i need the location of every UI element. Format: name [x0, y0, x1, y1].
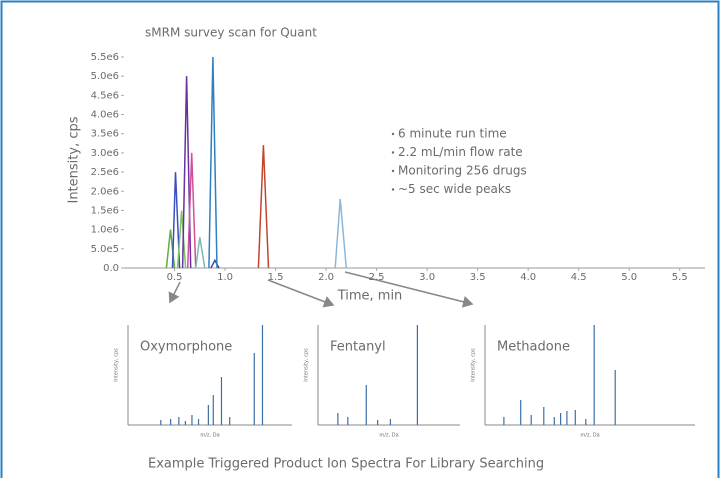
y-tick-label: 5.5e6	[91, 52, 119, 63]
x-axis-label: m/z, Da	[379, 433, 398, 439]
y-tick-label: 3.0e6	[91, 148, 119, 159]
x-tick-label: 3.0	[419, 272, 435, 283]
x-tick-label: 4.0	[520, 272, 536, 283]
annotation: 6 minute run time	[398, 127, 507, 141]
peak	[186, 152, 197, 269]
y-tick-label: 2.5e6	[91, 167, 119, 178]
annotation: 2.2 mL/min flow rate	[398, 145, 523, 159]
y-axis-label: Intensity, cps	[304, 348, 310, 382]
peak	[171, 172, 181, 269]
x-axis-label: Time, min	[337, 289, 403, 304]
x-tick-label: 1.5	[268, 272, 284, 283]
peak	[176, 210, 187, 269]
x-tick-label: 4.5	[571, 272, 587, 283]
x-axis-label: m/z, Da	[580, 433, 599, 439]
peak	[257, 145, 270, 269]
peak	[194, 237, 206, 269]
spectrum-title: Methadone	[497, 340, 570, 355]
bullet	[391, 188, 395, 191]
x-tick-label: 2.0	[318, 272, 334, 283]
x-tick-label: 1.0	[217, 272, 233, 283]
spectrum-title: Fentanyl	[330, 340, 386, 355]
x-tick-label: 5.0	[621, 272, 637, 283]
bullet	[391, 132, 395, 136]
caption: Example Triggered Product Ion Spectra Fo…	[148, 457, 544, 472]
y-tick-label: 2.0e6	[91, 186, 119, 197]
peak	[181, 76, 192, 269]
y-axis-label: Intensity, cps	[114, 348, 120, 382]
spectrum-title: Oxymorphone	[140, 340, 232, 355]
arrow	[168, 281, 181, 304]
x-tick-label: 3.5	[470, 272, 486, 283]
x-tick-label: 0.5	[167, 272, 183, 283]
bullet	[391, 169, 395, 173]
peak	[210, 258, 220, 269]
y-tick-label: 1.0e6	[91, 225, 119, 236]
y-axis-label: Intensity, cps	[67, 116, 82, 203]
peak	[334, 198, 348, 269]
y-tick-label: 3.5e6	[91, 129, 119, 140]
y-tick-label: 4.0e6	[91, 110, 119, 121]
y-tick-label: 4.5e6	[91, 90, 119, 101]
y-tick-label: 1.5e6	[91, 205, 119, 216]
x-axis-label: m/z, Da	[200, 433, 219, 439]
annotation: Monitoring 256 drugs	[398, 164, 527, 178]
x-tick-label: 5.5	[672, 272, 688, 283]
bullet	[391, 151, 395, 154]
chart-title: sMRM survey scan for Quant	[145, 26, 317, 40]
y-tick-label: 5.0e6	[91, 71, 119, 82]
y-tick-label: 5.0e5	[91, 244, 119, 255]
arrow	[344, 271, 474, 308]
y-tick-label: 0.0	[103, 263, 119, 274]
y-axis-label: Intensity, cps	[471, 348, 477, 382]
arrow	[267, 279, 335, 308]
annotation: ~5 sec wide peaks	[398, 182, 511, 196]
peak	[208, 56, 218, 269]
x-tick-label: 2.5	[369, 272, 385, 283]
